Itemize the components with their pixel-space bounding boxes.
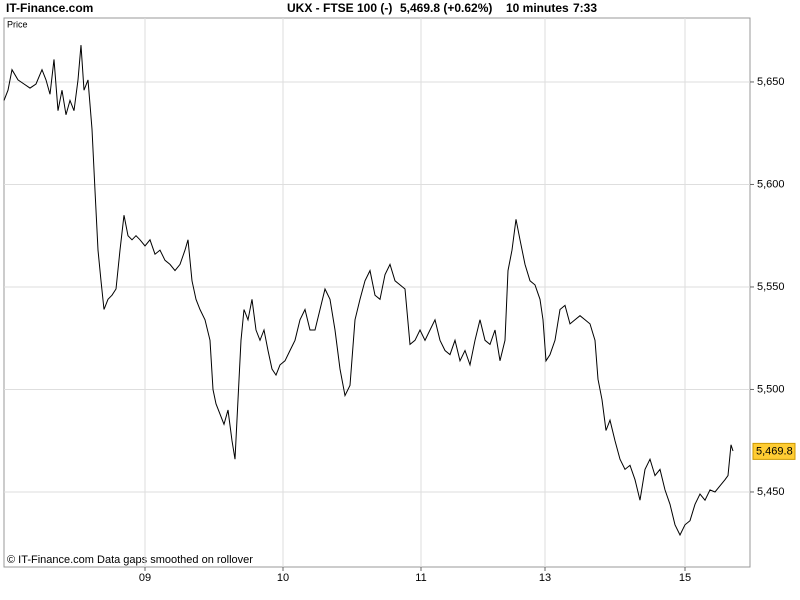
x-tick-label: 11 [415,572,426,584]
y-tick-label: 5,550 [757,281,785,293]
x-tick-label: 15 [679,572,691,584]
price-line [3,45,734,537]
chart-title: UKX - FTSE 100 (-) [287,1,392,15]
footnote: © IT-Finance.com Data gaps smoothed on r… [7,554,253,566]
y-tick-label: 5,650 [757,76,785,88]
y-tick-label: 5,600 [757,178,785,190]
x-tick-label: 10 [277,572,289,584]
y-tick-label: 5,500 [757,383,785,395]
last-price-label: 5,469.8 [756,445,793,457]
y-tick-label: 5,450 [757,486,785,498]
brand: IT-Finance.com [6,1,93,15]
x-tick-label: 09 [139,572,151,584]
last-price-box [752,442,796,460]
interval: 10 minutes [506,1,569,15]
plot-frame [3,17,751,568]
time: 7:33 [573,1,597,15]
y-axis-label: Price [7,19,28,29]
change: 5,469.8 (+0.62%) [400,1,492,15]
x-tick-label: 13 [539,572,551,584]
